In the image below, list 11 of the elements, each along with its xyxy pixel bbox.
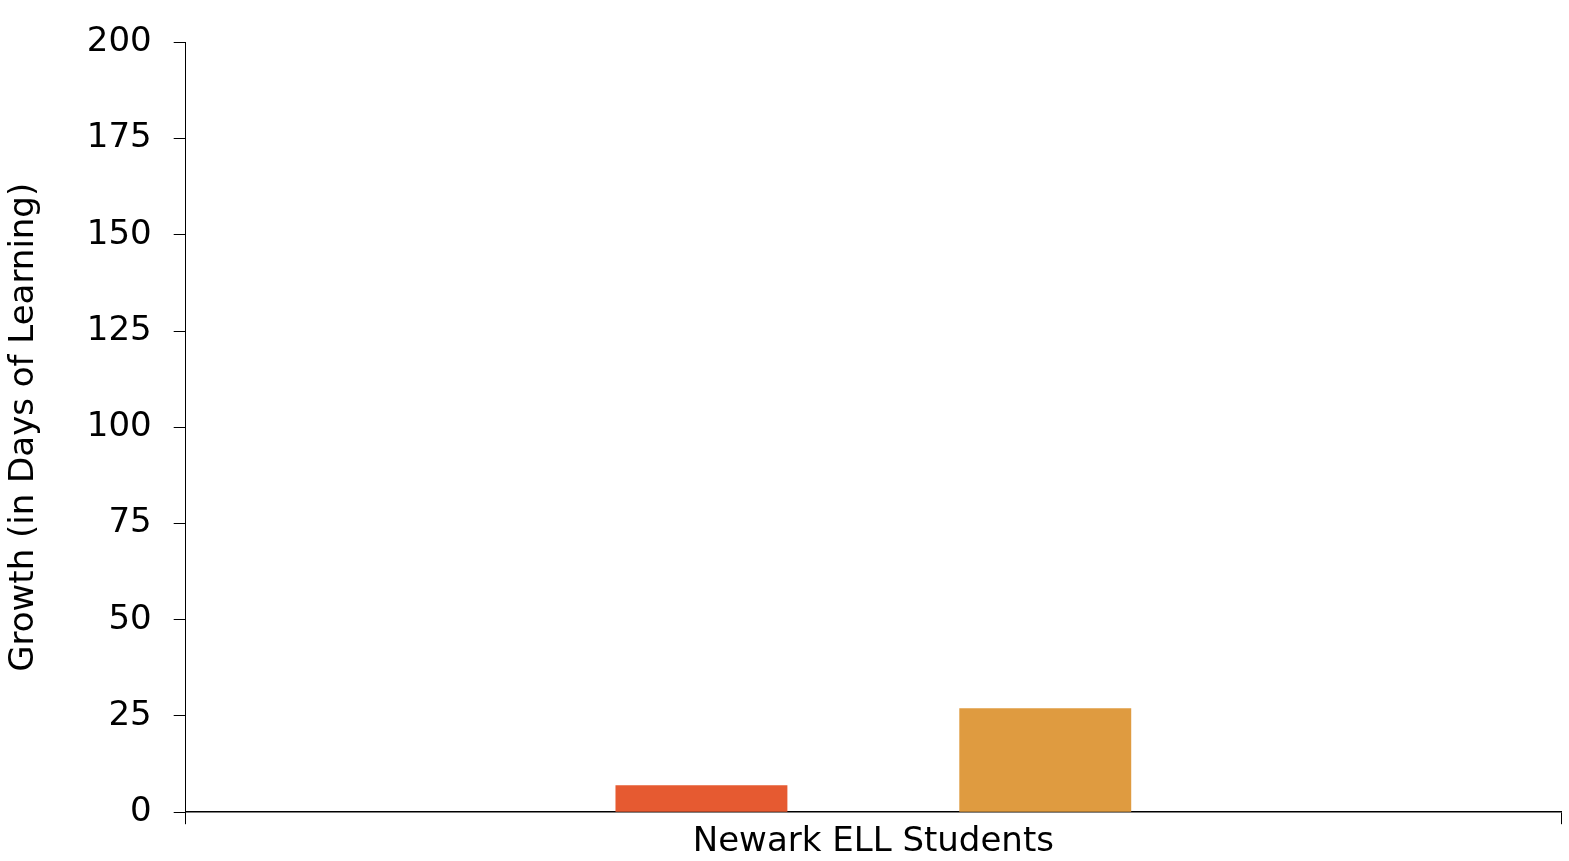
y-tick-label: 75	[108, 500, 152, 541]
x-tick-label: Newark ELL Students	[692, 819, 1054, 860]
y-tick-label: 150	[86, 211, 152, 252]
y-tick-label: 25	[108, 692, 152, 733]
y-tick-label: 0	[130, 789, 152, 830]
y-tick-label: 50	[108, 596, 152, 637]
y-tick-label: 200	[86, 19, 152, 60]
y-tick-label: 100	[86, 404, 152, 445]
y-tick-label: 125	[86, 307, 152, 348]
y-axis-title: Growth (in Days of Learning)	[1, 182, 42, 672]
y-tick-label: 175	[86, 115, 152, 156]
